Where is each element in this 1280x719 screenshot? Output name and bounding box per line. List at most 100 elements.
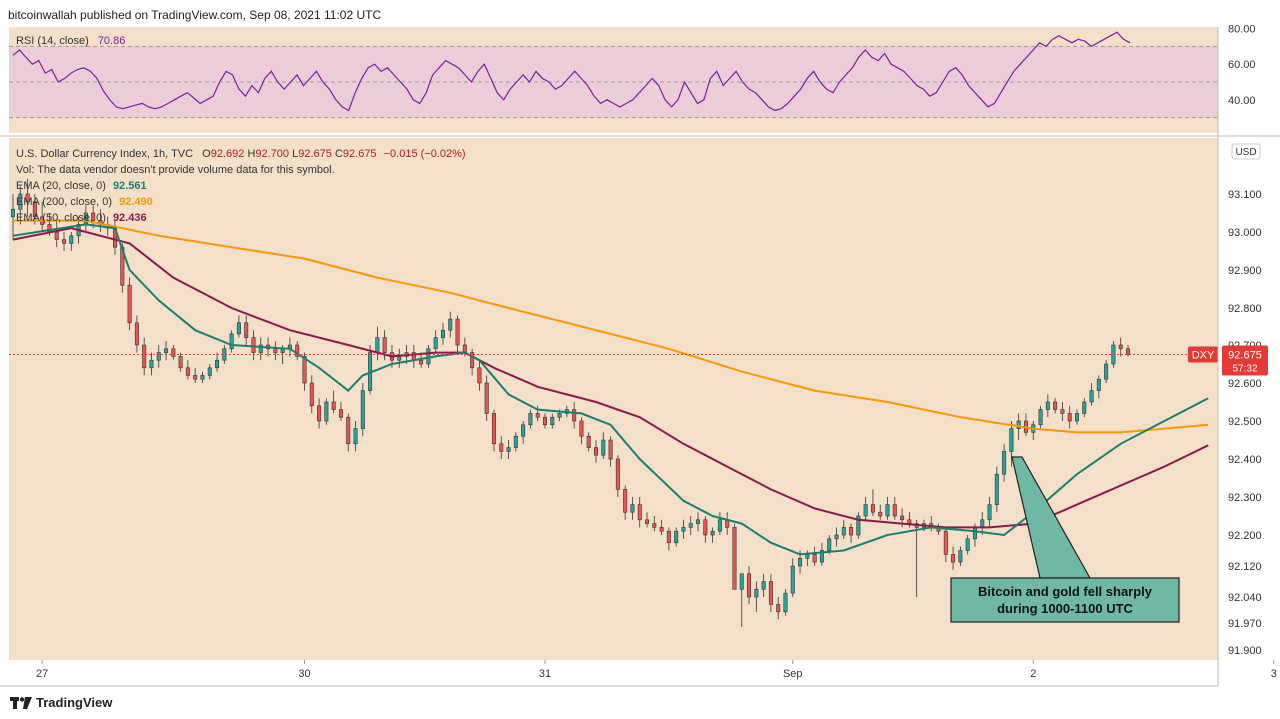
price-tick-label: 92.120 (1228, 561, 1262, 573)
candle-body (987, 504, 992, 521)
close-label: C (334, 148, 343, 160)
symbol-tag-label: DXY (1192, 350, 1215, 362)
current-price-tag (1222, 345, 1268, 376)
candle-body (1118, 344, 1123, 350)
chart-svg[interactable]: 80.00 60.00 40.00 93.100 93.000 92.900 92.8… (0, 0, 1280, 690)
candle-body (739, 573, 744, 590)
footer-brand-label: TradingView (36, 695, 113, 710)
candle-body (747, 573, 752, 598)
candle-body (69, 235, 74, 244)
candle-body (870, 504, 875, 513)
candle-body (236, 322, 241, 335)
price-pane[interactable] (9, 138, 1218, 660)
candle-body (156, 352, 161, 361)
candle-body (812, 554, 817, 563)
low-label: L (292, 148, 299, 160)
symbol-legend: U.S. Dollar Currency Index, 1h, TVC O92.… (16, 148, 466, 160)
candle-body (426, 348, 431, 365)
time-tick-label: 31 (539, 668, 551, 680)
time-tick-label: 30 (298, 668, 310, 680)
volume-legend: Vol: The data vendor doesn't provide vol… (16, 164, 335, 176)
open-label: O (202, 148, 211, 160)
candle-body (550, 416, 555, 426)
tradingview-logo-icon (10, 696, 32, 709)
candle-body (703, 519, 708, 536)
ema20-line (12, 223, 1209, 556)
candle-body (645, 519, 650, 524)
candle-body (375, 337, 380, 353)
price-axis[interactable]: 93.10093.00092.90092.80092.70092.60092.5… (1228, 189, 1262, 657)
candle-body (798, 557, 803, 567)
price-tick-label: 91.970 (1228, 618, 1262, 630)
candle-body (776, 604, 781, 613)
annotation-text-line1: Bitcoin and gold fell sharply (978, 584, 1153, 599)
candle-body (980, 519, 985, 528)
candle-body (965, 538, 970, 551)
candle-body (878, 511, 883, 517)
candle-body (841, 527, 846, 536)
candle-body (229, 333, 234, 350)
high-value: 92.700 (255, 148, 290, 160)
candle-body (1074, 413, 1079, 422)
candle-body (200, 375, 205, 380)
candle-body (1060, 409, 1065, 414)
candle-body (331, 401, 336, 410)
footer-brand[interactable]: TradingView (10, 695, 112, 710)
candle-body (783, 592, 788, 613)
candle-body (761, 581, 766, 590)
price-tick-label: 92.300 (1228, 492, 1262, 504)
candle-body (178, 356, 183, 369)
candle-body (419, 359, 424, 365)
candle-body (484, 382, 489, 414)
price-tick-label: 93.000 (1228, 227, 1262, 239)
candle-body (171, 348, 176, 357)
ema50-legend: EMA (50, close, 0) 92.436 (16, 212, 147, 224)
candle-body (317, 405, 322, 422)
symbol-tag (1188, 346, 1218, 363)
time-axis[interactable]: 273031Sep23678 (36, 660, 1280, 680)
candle-body (338, 409, 343, 418)
candle-body (346, 416, 351, 445)
candle-body (382, 337, 387, 353)
open-value: 92.692 (210, 148, 245, 160)
candle-body (637, 504, 642, 521)
ema200-legend-label: EMA (200, close, 0) (16, 196, 112, 208)
rsi-legend-label: RSI (14, close) (16, 35, 89, 47)
time-tick-label: 27 (36, 668, 48, 680)
candle-body (608, 439, 613, 460)
price-tick-label: 91.900 (1228, 645, 1262, 657)
time-tick-label: 3 (1271, 668, 1277, 680)
candle-body (1045, 401, 1050, 410)
usd-unit-label: USD (1235, 147, 1256, 158)
rsi-legend-value: 70.86 (97, 35, 126, 47)
candle-body (164, 348, 169, 353)
candle-body (951, 554, 956, 563)
candle-body (1089, 390, 1094, 403)
candle-body (91, 212, 96, 221)
candle-body (32, 201, 37, 218)
price-tick-label: 92.500 (1228, 416, 1262, 428)
ema200-line (13, 219, 1209, 434)
candle-body (455, 318, 460, 346)
candle-body (54, 231, 59, 240)
candle-body (397, 356, 402, 361)
candle-body (62, 239, 67, 244)
candle-body (834, 534, 839, 540)
candle-body (907, 519, 912, 524)
rsi-legend: RSI (14, close) 70.86 (16, 35, 125, 47)
rsi-tick-label: 60.00 (1228, 59, 1256, 71)
candle-body (696, 519, 701, 524)
candle-body (710, 530, 715, 536)
candle-body (302, 356, 307, 384)
candle-body (244, 322, 249, 338)
ema200-legend-value: 92.490 (119, 196, 153, 208)
candle-body (666, 530, 671, 544)
candle-body (470, 352, 475, 369)
candle-body (994, 473, 999, 505)
usd-unit-badge (1231, 143, 1261, 160)
candle-body (717, 519, 722, 532)
symbol-title[interactable]: U.S. Dollar Currency Index, 1h, TVC (16, 148, 194, 160)
candle-body (1053, 401, 1058, 410)
candle-body (586, 435, 591, 448)
candle-body (674, 530, 679, 544)
